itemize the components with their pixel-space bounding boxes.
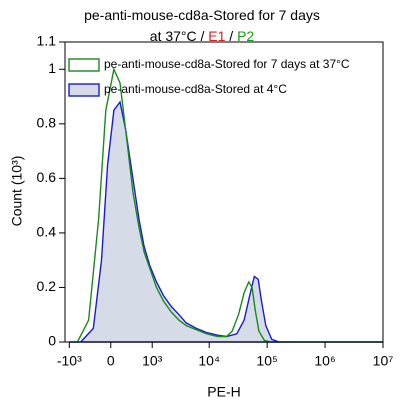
title-part: E1 (208, 28, 225, 44)
y-tick-label: 0 (48, 333, 56, 349)
x-tick-label: 10⁶ (314, 353, 335, 369)
x-tick-label: 10⁵ (256, 353, 277, 369)
x-tick-label: 0 (107, 353, 115, 369)
x-tick-label: 10⁷ (373, 353, 394, 369)
x-axis-label: PE-H (207, 384, 240, 400)
x-tick-label: 10⁴ (198, 353, 220, 369)
chart-title: pe-anti-mouse-cd8a-Stored for 7 days (84, 7, 320, 23)
x-tick-label: 10³ (142, 353, 163, 369)
y-axis-label: Count (10³) (9, 156, 25, 227)
title-part: at 37°C / (150, 28, 209, 44)
y-tick-label: 1.1 (37, 33, 57, 49)
legend-label: pe-anti-mouse-cd8a-Stored for 7 days at … (104, 57, 350, 71)
y-tick-label: 1 (48, 60, 56, 76)
title-part: P2 (237, 28, 254, 44)
title-part: pe-anti-mouse-cd8a-Stored for 7 days (84, 7, 320, 23)
y-tick-label: 0.2 (37, 278, 57, 294)
y-tick-label: 0.6 (37, 169, 57, 185)
y-tick-label: 0.4 (37, 224, 57, 240)
x-tick-label: -10³ (57, 353, 82, 369)
legend-swatch (68, 58, 100, 72)
histogram-curve (69, 100, 383, 343)
histogram-curve (69, 67, 383, 343)
title-part: / (225, 28, 237, 44)
legend-swatch (68, 83, 100, 97)
legend-label: pe-anti-mouse-cd8a-Stored at 4°C (104, 82, 287, 96)
y-tick-label: 0.8 (37, 115, 57, 131)
plot-frame (64, 41, 384, 343)
chart-title: at 37°C / E1 / P2 (150, 28, 255, 44)
